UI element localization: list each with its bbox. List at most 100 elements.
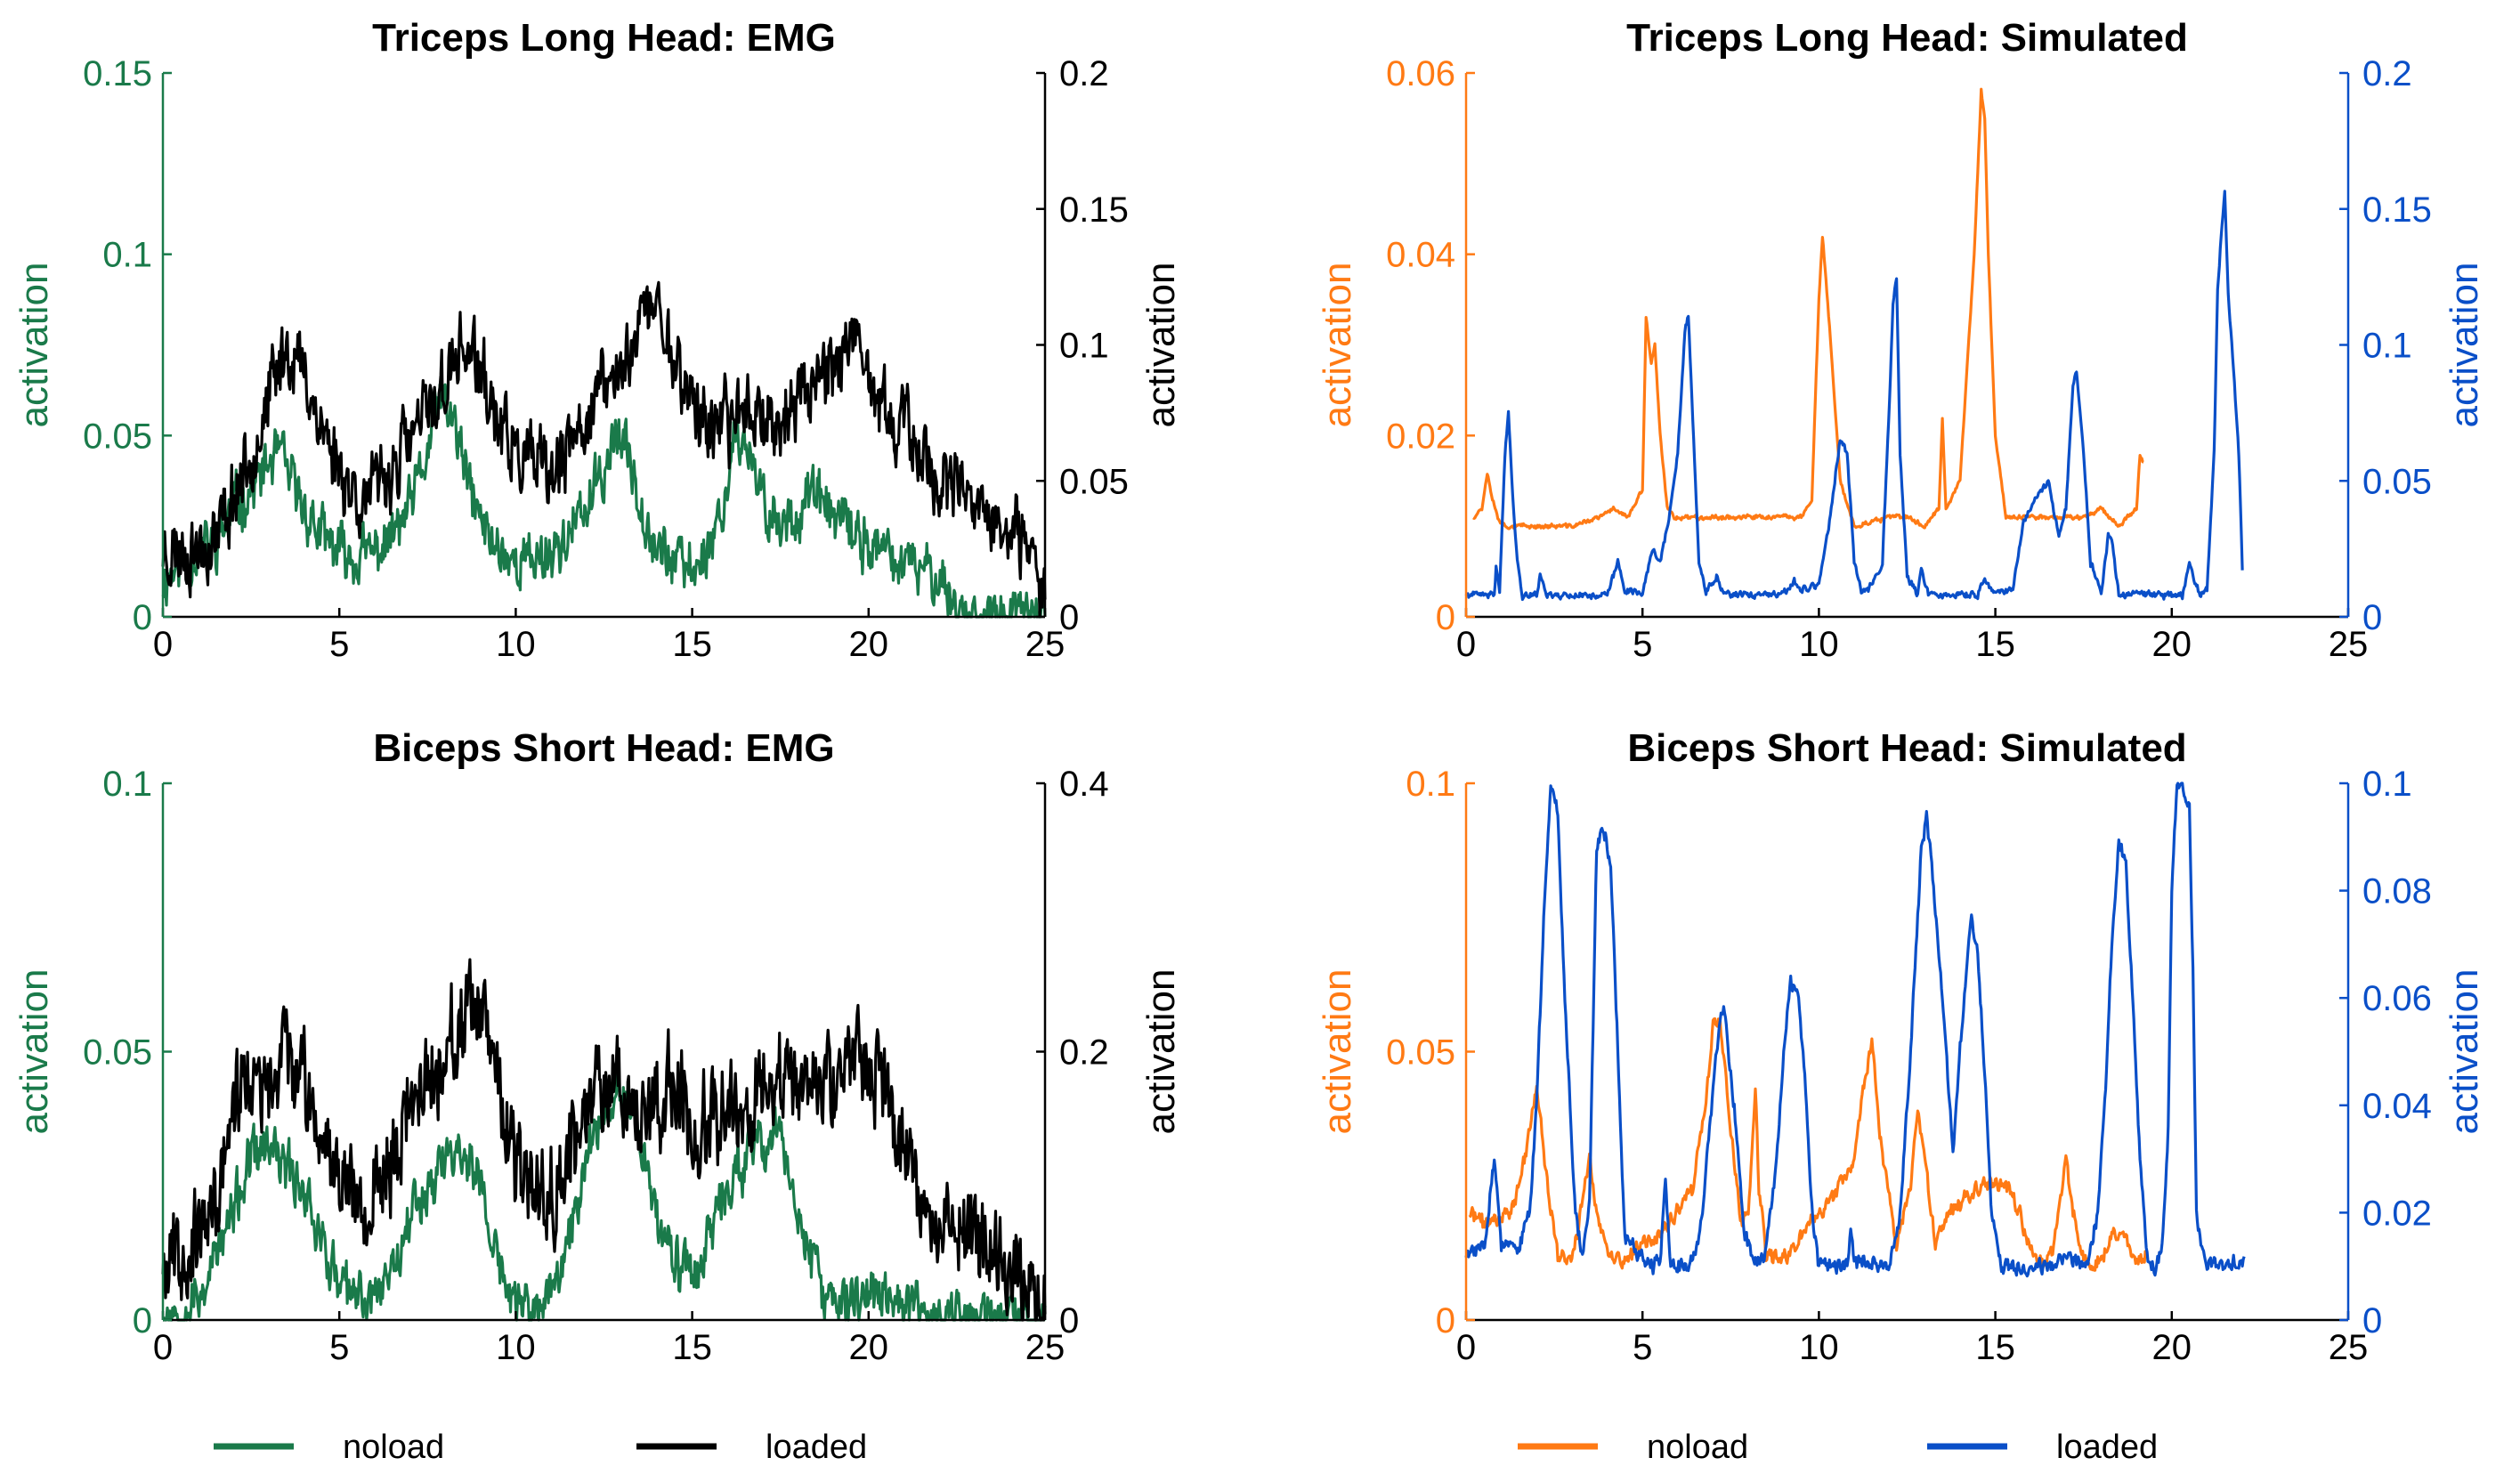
x-axis: 0 5 10 15 20 25: [153, 1311, 1065, 1367]
x-tick-label: 0: [153, 1328, 173, 1367]
left-tick-label: 0.06: [1386, 54, 1455, 93]
right-tick-label: 0.1: [2362, 327, 2412, 366]
x-tick-label: 15: [1975, 625, 2015, 664]
x-tick-label: 10: [496, 1328, 536, 1367]
chart-title: Triceps Long Head: Simulated: [1626, 16, 2188, 60]
left-y-axis: 0 0.05 0.1 activation: [1316, 765, 1475, 1340]
legend-label: noload: [343, 1429, 444, 1466]
left-tick-label: 0: [1436, 1301, 1455, 1340]
x-tick-label: 20: [2152, 625, 2192, 664]
left-axis-label: activation: [1316, 263, 1359, 428]
left-tick-label: 0.05: [1386, 1033, 1455, 1073]
x-tick-label: 0: [1456, 1328, 1476, 1367]
x-tick-label: 20: [849, 1328, 889, 1367]
chart-title: Triceps Long Head: EMG: [372, 16, 836, 60]
x-axis: 0 5 10 15 20 25: [1456, 608, 2368, 664]
x-tick-label: 0: [153, 625, 173, 664]
x-tick-label: 25: [2329, 1328, 2369, 1367]
right-tick-label: 0: [1059, 598, 1079, 637]
x-tick-label: 20: [2152, 1328, 2192, 1367]
x-tick-label: 15: [672, 625, 712, 664]
left-tick-label: 0.1: [1406, 765, 1455, 804]
x-tick-label: 5: [1633, 1328, 1652, 1367]
right-tick-label: 0: [2362, 598, 2382, 637]
left-tick-label: 0.04: [1386, 236, 1455, 275]
legend-item-noload: noload: [214, 1429, 444, 1466]
right-tick-label: 0.1: [1059, 327, 1109, 366]
left-y-axis: 0 0.02 0.04 0.06 activation: [1316, 54, 1475, 637]
legend-item-loaded: loaded: [1927, 1429, 2158, 1466]
x-tick-label: 5: [329, 1328, 349, 1367]
right-tick-label: 0.15: [2362, 190, 2432, 230]
left-tick-label: 0.15: [83, 54, 152, 93]
right-tick-label: 0.06: [2362, 979, 2432, 1018]
x-tick-label: 20: [849, 625, 889, 664]
x-tick-label: 15: [672, 1328, 712, 1367]
legend-label: noload: [1647, 1429, 1748, 1466]
left-tick-label: 0: [1436, 598, 1455, 637]
legend-label: loaded: [2056, 1429, 2158, 1466]
series-line-loaded: [1464, 190, 2244, 602]
series-group: [161, 958, 1047, 1322]
legends: noload loaded noload loaded: [214, 1429, 2158, 1466]
right-axis-label: activation: [1139, 263, 1183, 428]
right-y-axis: 0 0.05 0.1 0.15 0.2 activation: [2339, 54, 2486, 637]
right-axis-label: activation: [2443, 969, 2486, 1135]
left-axis-label: activation: [12, 263, 56, 428]
x-tick-label: 25: [2329, 625, 2369, 664]
right-y-axis: 0 0.02 0.04 0.06 0.08 0.1 activation: [2339, 765, 2486, 1340]
left-y-axis: 0 0.05 0.1 activation: [12, 765, 172, 1340]
right-tick-label: 0.15: [1059, 190, 1129, 230]
x-tick-label: 5: [1633, 625, 1652, 664]
legend-item-loaded: loaded: [636, 1429, 867, 1466]
legend-item-noload: noload: [1518, 1429, 1748, 1466]
x-tick-label: 0: [1456, 625, 1476, 664]
x-axis: 0 5 10 15 20 25: [153, 608, 1065, 664]
right-tick-label: 0.4: [1059, 765, 1109, 804]
series-line-loaded: [1464, 781, 2246, 1278]
x-tick-label: 10: [496, 625, 536, 664]
right-tick-label: 0.05: [2362, 462, 2432, 501]
series-line-noload: [161, 383, 1047, 619]
left-axis-label: activation: [12, 969, 56, 1135]
right-tick-label: 0.05: [1059, 462, 1129, 501]
series-group: [161, 280, 1047, 619]
legend-label: loaded: [766, 1429, 867, 1466]
series-line-loaded: [161, 958, 1047, 1322]
right-tick-label: 0.2: [1059, 1033, 1109, 1073]
left-tick-label: 0.1: [102, 765, 152, 804]
right-y-axis: 0 0.2 0.4 activation: [1036, 765, 1183, 1340]
left-tick-label: 0.05: [83, 1033, 152, 1073]
left-tick-label: 0: [133, 1301, 152, 1340]
right-tick-label: 0.2: [2362, 54, 2412, 93]
left-tick-label: 0: [133, 598, 152, 637]
right-y-axis: 0 0.05 0.1 0.15 0.2 activation: [1036, 54, 1183, 637]
x-tick-label: 10: [1799, 1328, 1839, 1367]
right-tick-label: 0.2: [1059, 54, 1109, 93]
left-axis-label: activation: [1316, 969, 1359, 1135]
legend-sim: noload loaded: [1518, 1429, 2158, 1466]
series-group: [1464, 781, 2246, 1278]
right-tick-label: 0: [1059, 1301, 1079, 1340]
chart-title: Biceps Short Head: EMG: [373, 726, 834, 770]
left-y-axis: 0 0.05 0.1 0.15 activation: [12, 54, 172, 637]
series-line-noload: [1472, 87, 2144, 530]
right-tick-label: 0.04: [2362, 1087, 2432, 1126]
x-tick-label: 25: [1025, 625, 1066, 664]
x-tick-label: 10: [1799, 625, 1839, 664]
chart-title: Biceps Short Head: Simulated: [1627, 726, 2186, 770]
legend-emg: noload loaded: [214, 1429, 867, 1466]
left-tick-label: 0.02: [1386, 417, 1455, 456]
left-tick-label: 0.05: [83, 417, 152, 456]
x-tick-label: 5: [329, 625, 349, 664]
x-tick-label: 25: [1025, 1328, 1066, 1367]
series-line-noload: [1468, 1016, 2149, 1272]
right-tick-label: 0.08: [2362, 872, 2432, 911]
series-line-loaded: [161, 280, 1047, 618]
